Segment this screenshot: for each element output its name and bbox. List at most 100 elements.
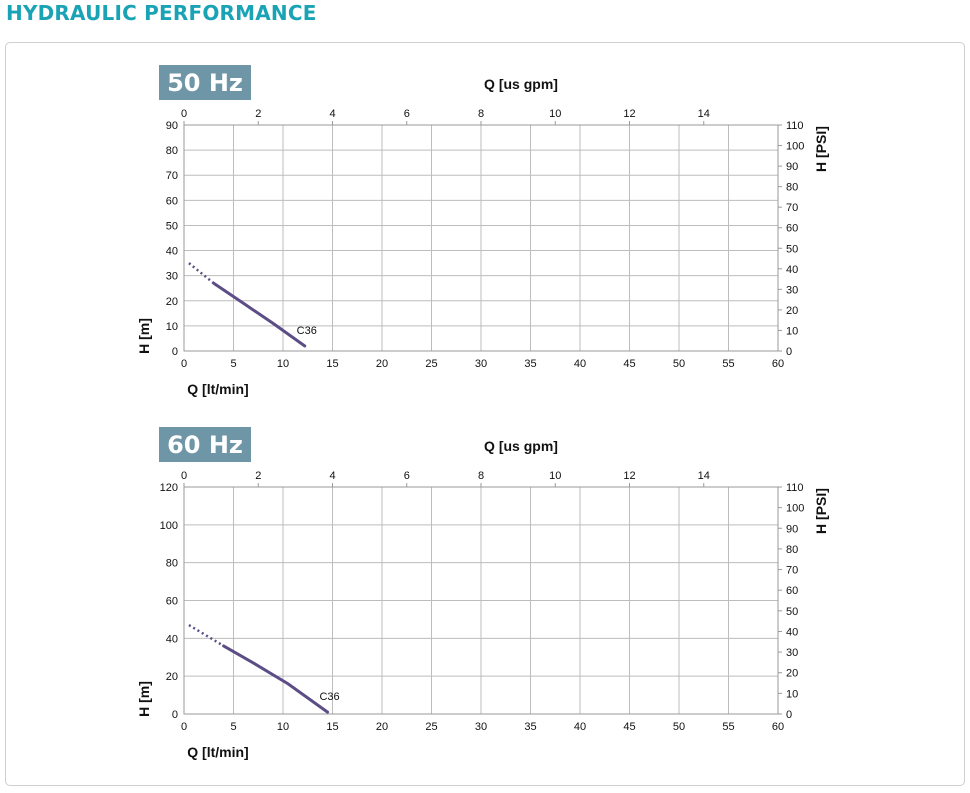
chart-1-y-right-tick-label: 110 <box>786 482 804 494</box>
chart-0-y-right-tick-label: 60 <box>786 223 798 235</box>
chart-1-x-tick-label: 60 <box>772 721 784 733</box>
chart-0-x-tick-label: 50 <box>673 358 685 370</box>
chart-0-series-0-label: C36 <box>297 325 317 337</box>
chart-1-y-right-tick-label: 10 <box>786 688 798 700</box>
chart-1-x-top-tick-label: 12 <box>623 470 635 482</box>
chart-0-x-tick-label: 40 <box>574 358 586 370</box>
chart-0-y-tick-label: 30 <box>166 271 178 283</box>
chart-1-x-tick-label: 45 <box>623 721 635 733</box>
chart-0-y-right-tick-label: 40 <box>786 264 798 276</box>
chart-1-y-right-tick-label: 40 <box>786 626 798 638</box>
chart-0-y-right-tick-label: 70 <box>786 202 798 214</box>
chart-0-x-tick-label: 25 <box>425 358 437 370</box>
chart-0-y-right-tick-label: 10 <box>786 325 798 337</box>
chart-1-x-tick-label: 15 <box>326 721 338 733</box>
chart-1-y-right-tick-label: 30 <box>786 647 798 659</box>
chart-1-y-tick-label: 20 <box>166 671 178 683</box>
chart-0-y-tick-label: 40 <box>166 246 178 258</box>
chart-1-y-tick-label: 40 <box>166 633 178 645</box>
chart-0-x-tick-label: 15 <box>326 358 338 370</box>
chart-0-y-tick-label: 70 <box>166 170 178 182</box>
chart-0-x-top-tick-label: 12 <box>623 108 635 120</box>
chart-0-hz-badge-label: 50 Hz <box>167 69 243 97</box>
section-title: HYDRAULIC PERFORMANCE <box>6 1 317 25</box>
chart-0-x-tick-label: 20 <box>376 358 388 370</box>
chart-0-x-top-axis-title: Q [us gpm] <box>484 76 558 92</box>
chart-0-x-top-tick-label: 10 <box>549 108 561 120</box>
chart-1-x-tick-label: 0 <box>181 721 187 733</box>
chart-1-y-right-tick-label: 0 <box>786 709 792 721</box>
chart-0-y-tick-label: 50 <box>166 220 178 232</box>
chart-1-x-tick-label: 50 <box>673 721 685 733</box>
chart-1-hz-badge <box>159 427 251 462</box>
chart-0-y-right-tick-label: 0 <box>786 346 792 358</box>
chart-0-x-axis-title: Q [lt/min] <box>187 381 248 397</box>
chart-0-x-top-tick-label: 6 <box>404 108 410 120</box>
chart-1-y-right-axis-title: H [PSI] <box>813 488 829 534</box>
chart-0-y-tick-label: 80 <box>166 145 178 157</box>
chart-1-x-tick-label: 10 <box>277 721 289 733</box>
chart-0-x-top-tick-label: 14 <box>698 108 710 120</box>
chart-0-y-right-tick-label: 80 <box>786 182 798 194</box>
chart-0-x-tick-label: 60 <box>772 358 784 370</box>
chart-0-y-right-tick-label: 30 <box>786 284 798 296</box>
chart-1-x-tick-label: 20 <box>376 721 388 733</box>
chart-1-x-top-tick-label: 8 <box>478 470 484 482</box>
chart-0-y-right-tick-label: 50 <box>786 243 798 255</box>
chart-1-y-right-tick-label: 60 <box>786 585 798 597</box>
chart-1-x-tick-label: 30 <box>475 721 487 733</box>
chart-0-y-right-tick-label: 100 <box>786 141 804 153</box>
chart-1-y-right-tick-label: 20 <box>786 668 798 680</box>
chart-0-y-tick-label: 0 <box>172 346 178 358</box>
chart-1-y-axis-title: H [m] <box>136 681 152 717</box>
chart-0-y-tick-label: 10 <box>166 321 178 333</box>
chart-0-x-tick-label: 45 <box>623 358 635 370</box>
chart-0-y-right-tick-label: 20 <box>786 305 798 317</box>
chart-1-x-top-tick-label: 4 <box>329 470 335 482</box>
chart-0-x-tick-label: 0 <box>181 358 187 370</box>
chart-1-series-0-extrapolated-line <box>188 624 225 647</box>
chart-0-x-top-tick-label: 8 <box>478 108 484 120</box>
chart-1-x-tick-label: 55 <box>722 721 734 733</box>
chart-0-x-tick-label: 30 <box>475 358 487 370</box>
chart-1-x-top-axis-title: Q [us gpm] <box>484 438 558 454</box>
chart-1-x-top-tick-label: 6 <box>404 470 410 482</box>
chart-1-x-tick-label: 5 <box>230 721 236 733</box>
chart-card: 50 Hz Q [us gpm] 0 2 4 6 8 10 12 14 0 5 10 15 20 25 30 35… <box>5 42 965 786</box>
chart-0-y-tick-label: 60 <box>166 195 178 207</box>
chart-0-y-right-tick-label: 90 <box>786 161 798 173</box>
chart-1-x-axis-title: Q [lt/min] <box>187 744 248 760</box>
chart-1-series-0-line <box>222 644 330 714</box>
chart-1-y-tick-label: 120 <box>160 482 178 494</box>
chart-1-y-right-tick-label: 70 <box>786 565 798 577</box>
chart-0-series-0-extrapolated-line <box>188 262 215 285</box>
chart-1-x-tick-label: 25 <box>425 721 437 733</box>
chart-1-y-right-tick-label: 100 <box>786 503 804 515</box>
chart-0-y-right-tick-label: 110 <box>786 120 804 132</box>
chart-0-x-top-tick-label: 4 <box>329 108 335 120</box>
chart-1-y-tick-label: 100 <box>160 520 178 532</box>
chart-1-series-0-label: C36 <box>319 691 339 703</box>
chart-0-y-right-axis-title: H [PSI] <box>813 126 829 172</box>
chart-0-x-tick-label: 55 <box>722 358 734 370</box>
chart-0-x-top-tick-label: 0 <box>181 108 187 120</box>
chart-1-x-tick-label: 35 <box>524 721 536 733</box>
chart-1-x-top-tick-label: 2 <box>255 470 261 482</box>
chart-1-y-tick-label: 80 <box>166 558 178 570</box>
chart-0-series-0-line <box>212 281 307 348</box>
chart-0-x-tick-label: 35 <box>524 358 536 370</box>
chart-1-x-top-tick-label: 0 <box>181 470 187 482</box>
chart-1-y-tick-label: 0 <box>172 709 178 721</box>
performance-charts: 50 Hz Q [us gpm]0 2 4 6 8 10 12 140 5 10 15 20 25 30 35… <box>136 65 829 760</box>
chart-1-x-tick-label: 40 <box>574 721 586 733</box>
chart-1-x-top-tick-label: 14 <box>698 470 710 482</box>
chart-1-y-right-tick-label: 90 <box>786 523 798 535</box>
chart-0-x-tick-label: 10 <box>277 358 289 370</box>
chart-0-x-tick-label: 5 <box>230 358 236 370</box>
chart-0-y-axis-title: H [m] <box>136 318 152 354</box>
chart-0-y-tick-label: 90 <box>166 120 178 132</box>
chart-0-x-top-tick-label: 2 <box>255 108 261 120</box>
chart-0-hz-badge <box>159 65 251 100</box>
chart-0-y-tick-label: 20 <box>166 296 178 308</box>
chart-1-y-right-tick-label: 50 <box>786 606 798 618</box>
